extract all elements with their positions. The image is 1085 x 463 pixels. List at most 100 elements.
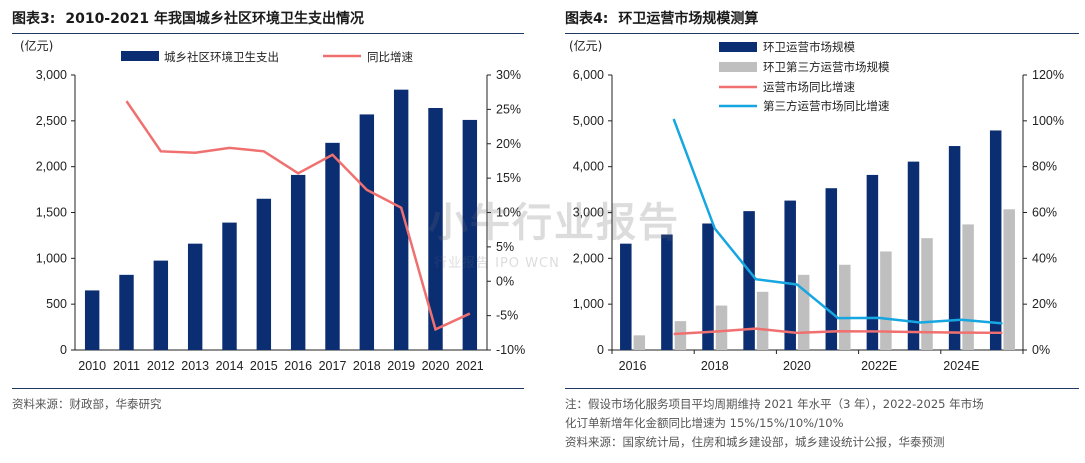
bar-third-party-market-size <box>921 238 933 350</box>
bar-third-party-market-size <box>756 291 769 350</box>
right-unit-label: (亿元) <box>569 38 602 53</box>
right-figure: 图表4: 环卫运营市场规模测算 (亿元) 0 1,000 2,000 3,000 4,000… <box>553 0 1085 463</box>
right-note-line2: 化订单新增年化金额同比增速为 15%/15%/10%/10% <box>565 416 844 430</box>
bar-operation-market-size <box>620 243 632 350</box>
bar-third-party-market-size <box>880 251 892 350</box>
right-y-tick-label: 40% <box>1032 251 1057 265</box>
left-figure: 图表3: 2010-2021 年我国城乡社区环境卫生支出情况 (亿元) 0 500 1,… <box>0 0 530 463</box>
legend-swatch-spending <box>121 51 159 61</box>
x-tick-label: 2012 <box>147 359 175 373</box>
right-y-tick-label: 120% <box>1032 68 1064 82</box>
bar-environment-sanitation-spending <box>393 89 409 350</box>
bar-third-party-market-size <box>797 274 810 350</box>
bar-third-party-market-size <box>715 305 728 350</box>
left-y-tick-label: 5,000 <box>573 114 604 128</box>
bar-environment-sanitation-spending <box>290 174 306 350</box>
bar-third-party-market-size <box>674 321 687 350</box>
bar-operation-market-size <box>989 130 1002 350</box>
x-tick-label: 2020 <box>783 359 811 373</box>
left-y-tick-label: 1,500 <box>36 206 67 220</box>
bar-environment-sanitation-spending <box>325 142 340 350</box>
x-tick-label: 2016 <box>284 359 312 373</box>
bar-environment-sanitation-spending <box>84 290 100 350</box>
left-source: 资料来源：财政部，华泰研究 <box>12 397 162 411</box>
left-figure-title-text: 2010-2021 年我国城乡社区环境卫生支出情况 <box>65 11 364 27</box>
x-tick-label: 2024E <box>943 359 979 373</box>
bar-third-party-market-size <box>839 264 851 350</box>
left-y-tick-label: 3,000 <box>36 68 67 82</box>
left-figure-number: 图表3: <box>12 11 56 27</box>
right-figure-title-text: 环卫运营市场规模测算 <box>618 11 759 27</box>
left-y-tick-label: 0 <box>60 343 67 357</box>
legend-swatch-operation-market <box>719 42 757 52</box>
x-tick-label: 2018 <box>353 359 381 373</box>
left-y-tick-label: 500 <box>46 297 67 311</box>
bar-operation-market-size <box>948 146 961 350</box>
x-tick-label: 2013 <box>181 359 209 373</box>
right-y-tick-label: 100% <box>1032 114 1064 128</box>
x-tick-label: 2022E <box>861 359 897 373</box>
legend-label-yoy: 同比增速 <box>367 50 413 64</box>
left-figure-title: 图表3: 2010-2021 年我国城乡社区环境卫生支出情况 <box>12 8 364 28</box>
left-y-tick-label: 2,000 <box>36 160 67 174</box>
legend-label-third-party-yoy: 第三方运营市场同比增速 <box>763 99 890 113</box>
x-tick-label: 2011 <box>113 359 140 373</box>
x-tick-label: 2020 <box>422 359 450 373</box>
x-tick-label: 2014 <box>216 359 244 373</box>
left-top-rule <box>12 33 524 34</box>
right-figure-title: 图表4: 环卫运营市场规模测算 <box>565 8 758 28</box>
bar-environment-sanitation-spending <box>256 198 272 350</box>
line-operation-yoy-growth <box>673 327 1003 336</box>
line-yoy-growth <box>125 100 471 332</box>
bar-third-party-market-size <box>1003 209 1015 350</box>
bar-operation-market-size <box>661 234 673 350</box>
bar-operation-market-size <box>825 188 838 350</box>
legend-label-spending: 城乡社区环境卫生支出 <box>164 50 279 64</box>
x-tick-label: 2010 <box>78 359 106 373</box>
left-y-tick-label: 4,000 <box>573 160 604 174</box>
left-y-tick-label: 1,000 <box>573 297 604 311</box>
right-y-tick-label: 0% <box>496 274 514 288</box>
x-tick-label: 2021 <box>456 359 484 373</box>
x-tick-label: 2019 <box>387 359 415 373</box>
right-figure-number: 图表4: <box>565 11 609 27</box>
right-y-tick-label: 15% <box>496 171 521 185</box>
right-y-tick-label: 20% <box>1032 297 1057 311</box>
bar-operation-market-size <box>866 174 879 350</box>
bar-operation-market-size <box>784 200 796 350</box>
bar-environment-sanitation-spending <box>153 260 169 350</box>
bar-environment-sanitation-spending <box>428 108 443 350</box>
bar-environment-sanitation-spending <box>462 119 478 351</box>
x-tick-label: 2018 <box>701 359 729 373</box>
legend-label-third-party-market: 环卫第三方运营市场规模 <box>763 60 890 74</box>
bar-operation-market-size <box>702 223 714 350</box>
legend-label-operation-yoy: 运营市场同比增速 <box>763 80 855 94</box>
left-chart: (亿元) 0 500 1,000 1,500 2,000 2,500 3,000 -10% -5%… <box>20 38 525 373</box>
right-y-tick-label: -10% <box>496 343 525 357</box>
left-y-tick-label: 0 <box>597 343 604 357</box>
left-y-tick-label: 2,500 <box>36 114 67 128</box>
left-y-tick-label: 6,000 <box>573 68 604 82</box>
right-top-rule <box>565 33 1079 34</box>
right-y-tick-label: 25% <box>496 102 521 116</box>
right-y-tick-label: 80% <box>1032 160 1057 174</box>
right-chart: (亿元) 0 1,000 2,000 3,000 4,000 5,000 6,000 0% 20%… <box>569 38 1064 373</box>
bar-operation-market-size <box>743 211 755 350</box>
legend-label-operation-market: 环卫运营市场规模 <box>763 40 855 54</box>
left-bottom-rule <box>12 388 524 389</box>
right-bottom-rule <box>565 388 1079 389</box>
x-tick-label: 2017 <box>319 359 347 373</box>
bar-operation-market-size <box>907 161 920 350</box>
right-y-tick-label: 60% <box>1032 206 1057 220</box>
line-third-party-yoy-growth <box>672 118 1003 325</box>
bar-third-party-market-size <box>962 224 974 350</box>
left-y-tick-label: 3,000 <box>573 206 604 220</box>
left-unit-label: (亿元) <box>20 38 53 53</box>
right-y-tick-label: 0% <box>1032 343 1050 357</box>
right-source: 资料来源：国家统计局，住房和城乡建设部，城乡建设统计公报，华泰预测 <box>565 435 945 449</box>
x-tick-label: 2016 <box>619 359 647 373</box>
bar-environment-sanitation-spending <box>222 222 237 350</box>
x-tick-label: 2015 <box>250 359 278 373</box>
bar-environment-sanitation-spending <box>359 114 375 351</box>
right-y-tick-label: 30% <box>496 68 521 82</box>
